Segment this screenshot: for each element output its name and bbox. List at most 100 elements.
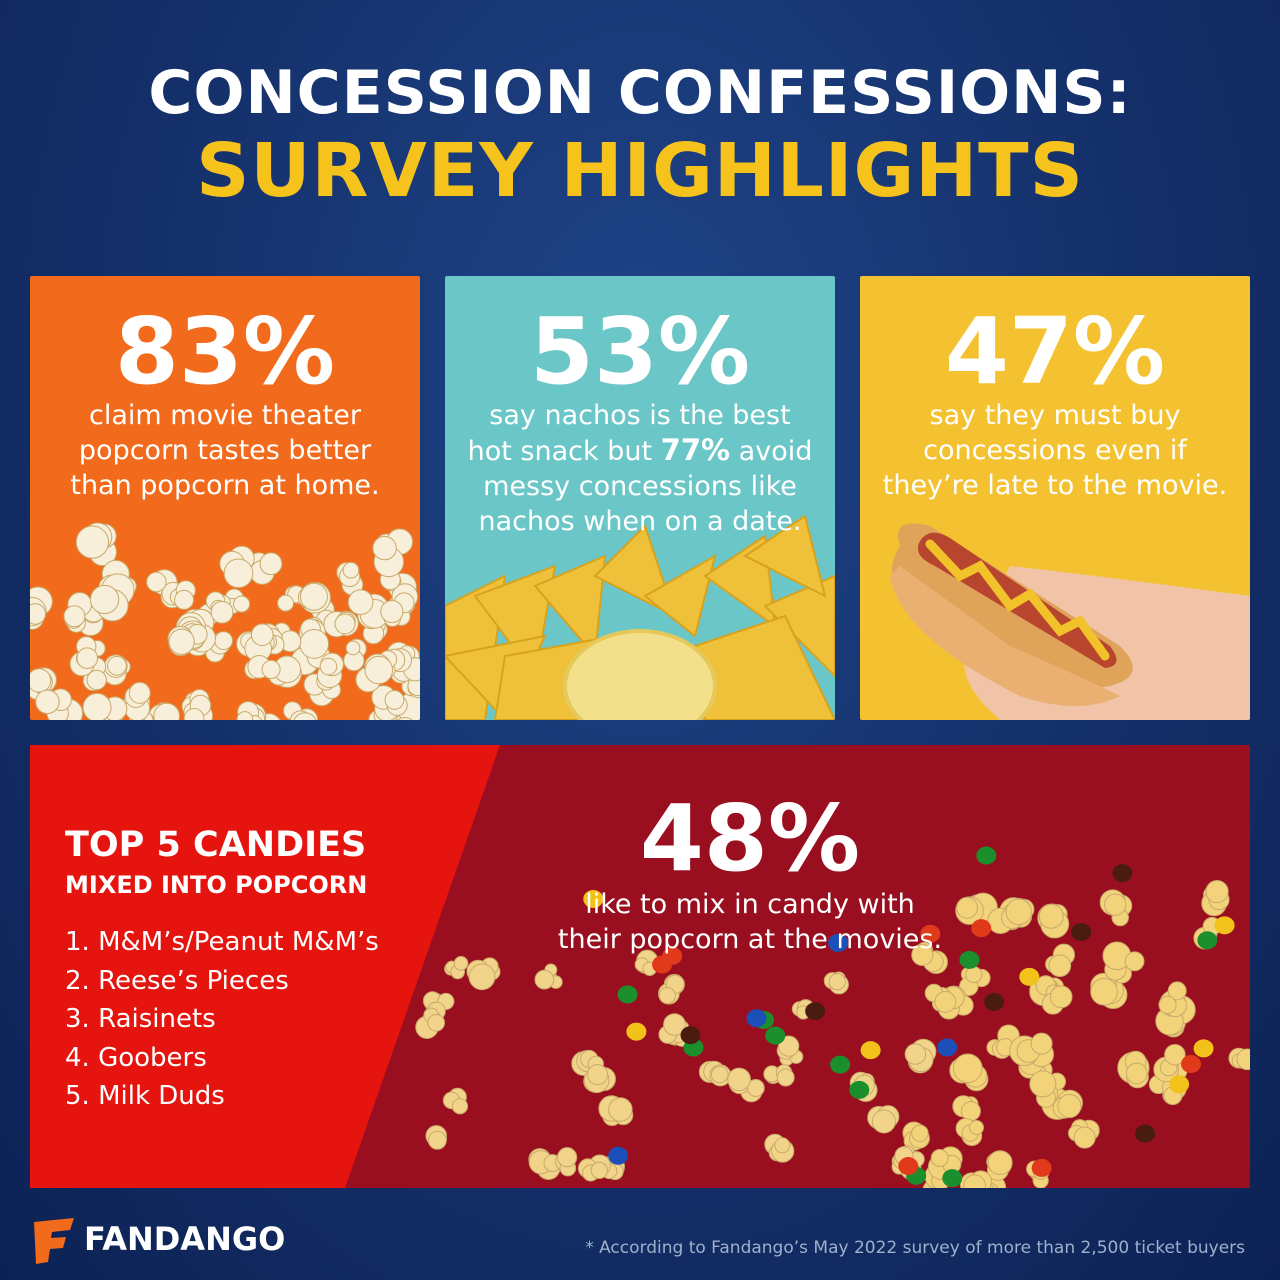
popcorn bbox=[952, 1095, 981, 1122]
text-line: say nachos is the best bbox=[489, 400, 791, 431]
list-item: 4. Goobers bbox=[65, 1042, 207, 1073]
popcorn bbox=[1041, 1088, 1083, 1120]
popcorn bbox=[169, 580, 196, 610]
candy bbox=[942, 1169, 963, 1188]
text-line: than popcorn at home. bbox=[70, 470, 380, 501]
candy bbox=[971, 919, 992, 938]
candy bbox=[765, 1026, 786, 1045]
card: 47% bbox=[860, 276, 1250, 720]
popcorn-candy-image bbox=[30, 745, 1250, 1188]
popcorn bbox=[219, 545, 255, 589]
popcorn bbox=[727, 1067, 765, 1103]
candy bbox=[1181, 1054, 1202, 1073]
popcorn bbox=[959, 966, 991, 997]
stat: 53% bbox=[529, 298, 751, 405]
candy bbox=[828, 933, 849, 952]
popcorn bbox=[316, 652, 344, 689]
popcorn bbox=[167, 626, 195, 657]
popcorn bbox=[372, 528, 414, 578]
text-line: they’re late to the movie. bbox=[882, 470, 1228, 501]
popcorn bbox=[543, 1147, 578, 1177]
popcorn bbox=[1117, 1050, 1150, 1089]
footnote: * According to Fandango’s May 2022 surve… bbox=[585, 1238, 1245, 1258]
list-item: 3. Raisinets bbox=[65, 1004, 216, 1034]
hotdog-image bbox=[890, 523, 1250, 720]
stat: 47% bbox=[944, 298, 1166, 405]
popcorn bbox=[240, 623, 275, 663]
candy bbox=[1193, 1039, 1214, 1058]
candy bbox=[860, 1041, 881, 1060]
popcorn bbox=[911, 941, 948, 975]
popcorn bbox=[1037, 903, 1070, 939]
popcorn bbox=[82, 692, 128, 720]
popcorn bbox=[1201, 879, 1230, 917]
card: 53% bbox=[445, 276, 835, 720]
popcorn bbox=[236, 701, 262, 720]
popcorn-image bbox=[30, 522, 420, 720]
popcorn bbox=[598, 1095, 634, 1127]
candy bbox=[976, 846, 997, 865]
popcorn bbox=[1158, 981, 1187, 1018]
card-text: say they must buy concessions even if th… bbox=[860, 398, 1250, 503]
candies-subheading: MIXED INTO POPCORN bbox=[65, 871, 368, 899]
popcorn bbox=[75, 636, 106, 669]
popcorn bbox=[323, 610, 359, 638]
popcorn bbox=[35, 688, 72, 720]
popcorn bbox=[244, 654, 281, 680]
text-line: popcorn tastes better bbox=[78, 435, 372, 466]
candy bbox=[1135, 1124, 1156, 1143]
popcorn bbox=[577, 1154, 611, 1182]
popcorn bbox=[282, 701, 319, 720]
popcorn bbox=[1029, 1070, 1066, 1108]
popcorn bbox=[698, 1060, 732, 1087]
popcorn bbox=[444, 955, 469, 980]
candy bbox=[937, 1038, 958, 1057]
bold-stat: 77% bbox=[660, 433, 731, 467]
list-item: 5. Milk Duds bbox=[65, 1081, 225, 1111]
candy bbox=[1031, 1158, 1052, 1177]
text-line: hot snack but 77% avoid bbox=[445, 433, 835, 469]
popcorn bbox=[63, 605, 86, 633]
candy bbox=[805, 1002, 826, 1021]
mix-text: like to mix in candy with their popcorn … bbox=[500, 887, 1000, 957]
card-text: say nachos is the best hot snack but 77%… bbox=[445, 398, 835, 539]
popcorn bbox=[425, 1125, 448, 1150]
text: avoid bbox=[738, 436, 813, 467]
candy bbox=[746, 1009, 767, 1028]
popcorn bbox=[103, 654, 131, 686]
popcorn bbox=[205, 591, 234, 624]
popcorn bbox=[776, 1035, 804, 1066]
popcorn bbox=[986, 1150, 1013, 1181]
popcorn bbox=[867, 1105, 900, 1134]
candy bbox=[849, 1080, 870, 1099]
popcorn bbox=[823, 971, 849, 995]
popcorn bbox=[987, 898, 1032, 934]
candy bbox=[608, 1146, 629, 1165]
candy bbox=[1197, 931, 1218, 950]
subtitle: SURVEY HIGHLIGHTS bbox=[196, 128, 1084, 214]
popcorn bbox=[949, 1053, 989, 1092]
logo-icon bbox=[34, 1218, 74, 1264]
candy bbox=[1112, 864, 1133, 883]
card-text: claim movie theater popcorn tastes bette… bbox=[30, 398, 420, 503]
text-line: say they must buy bbox=[929, 400, 1181, 431]
popcorn bbox=[534, 963, 563, 990]
popcorn bbox=[904, 1038, 937, 1074]
popcorn bbox=[583, 1064, 616, 1094]
popcorn bbox=[371, 685, 408, 720]
candy bbox=[898, 1157, 919, 1176]
popcorn bbox=[1102, 941, 1145, 984]
popcorn bbox=[442, 1087, 469, 1115]
popcorn bbox=[894, 1145, 925, 1168]
popcorn bbox=[343, 638, 367, 672]
candy bbox=[830, 1055, 851, 1074]
text-line: messy concessions like bbox=[483, 471, 797, 502]
popcorn bbox=[764, 1133, 795, 1163]
popcorn bbox=[1099, 889, 1133, 927]
candy bbox=[920, 924, 941, 943]
candy bbox=[984, 992, 1005, 1011]
popcorn bbox=[955, 1117, 984, 1147]
text-line: concessions even if bbox=[923, 435, 1187, 466]
candy bbox=[662, 946, 683, 965]
